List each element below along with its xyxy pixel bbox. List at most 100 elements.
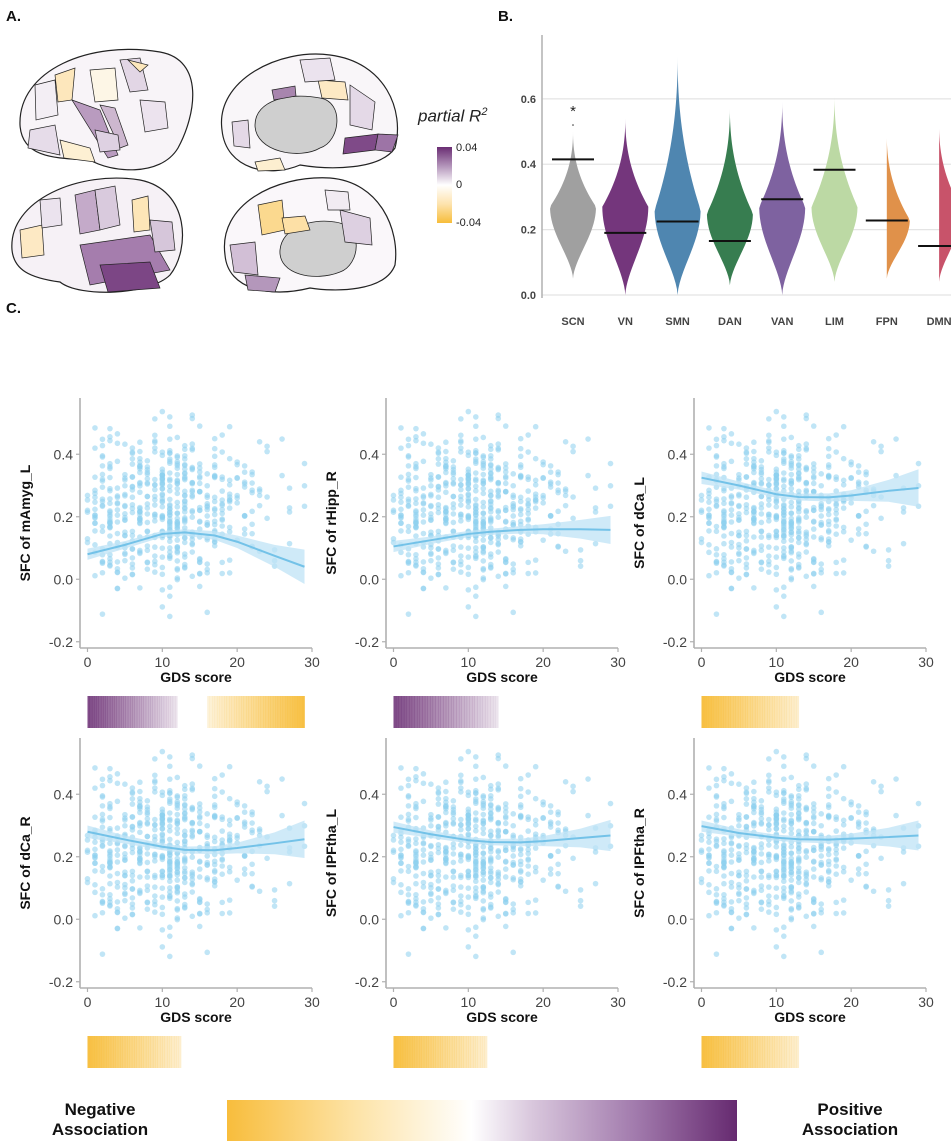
data-point [487, 539, 494, 546]
data-point [721, 533, 727, 539]
data-point [211, 511, 218, 518]
data-point [487, 874, 494, 881]
data-point [517, 435, 524, 442]
significance-bar-segment [456, 696, 460, 728]
significance-bar-segment [728, 696, 731, 728]
data-point [226, 455, 233, 462]
data-point [443, 479, 449, 486]
data-point [144, 887, 151, 894]
data-point [256, 492, 263, 499]
data-point [487, 810, 494, 816]
data-point [878, 515, 884, 522]
significance-bar-segment [98, 696, 102, 728]
data-point [465, 512, 472, 519]
data-point [795, 564, 802, 570]
data-point [413, 899, 419, 905]
data-point [114, 431, 121, 437]
significance-bar-segment [454, 1036, 457, 1068]
data-point [803, 549, 810, 555]
data-point [713, 569, 720, 576]
data-point [743, 801, 750, 807]
data-point [473, 423, 479, 430]
data-point [728, 519, 735, 525]
data-point [435, 849, 442, 856]
data-point [211, 472, 218, 479]
data-point [122, 532, 128, 539]
data-point [585, 436, 591, 442]
data-point [435, 461, 442, 467]
data-point [473, 823, 479, 830]
data-point [706, 814, 712, 820]
data-point [818, 535, 825, 541]
data-point [144, 798, 151, 804]
significance-bar-segment [733, 696, 736, 728]
data-point [99, 863, 106, 870]
data-point [773, 944, 780, 950]
data-point [99, 776, 106, 783]
significance-bar-segment [157, 1036, 161, 1068]
data-point [211, 453, 218, 460]
data-point [152, 779, 158, 786]
data-point [502, 874, 509, 880]
x-axis-label: GDS score [160, 669, 232, 685]
data-point [241, 512, 248, 519]
data-point [458, 842, 464, 848]
data-point [167, 924, 173, 931]
significance-bar-segment [176, 1036, 179, 1068]
data-point [256, 888, 263, 895]
data-point [781, 800, 787, 807]
data-point [713, 886, 720, 892]
data-point [721, 814, 727, 821]
data-point [878, 448, 884, 455]
data-point [495, 804, 502, 811]
data-point [570, 494, 576, 500]
data-point [167, 836, 173, 843]
data-point [758, 883, 765, 889]
data-point [758, 528, 765, 534]
data-point [204, 566, 211, 573]
data-point [196, 859, 203, 865]
data-point [766, 842, 772, 848]
data-point [743, 823, 750, 830]
data-point [159, 466, 166, 473]
data-point [540, 537, 546, 543]
data-point [495, 514, 502, 520]
data-point [211, 435, 218, 442]
data-point [592, 849, 599, 855]
data-point [788, 548, 795, 555]
data-point [398, 572, 404, 579]
data-point [698, 536, 705, 542]
data-point [428, 557, 434, 564]
data-point [788, 567, 795, 573]
data-point [450, 859, 457, 866]
data-point [167, 754, 173, 760]
significance-bar-segment [169, 1036, 172, 1068]
y-tick-label: 0.0 [668, 911, 688, 927]
data-point [728, 780, 735, 787]
data-point [122, 897, 128, 904]
data-point [458, 884, 464, 890]
data-point [152, 558, 158, 565]
data-point [99, 818, 106, 824]
data-point [547, 821, 554, 827]
data-point [122, 822, 128, 829]
data-point [435, 801, 442, 807]
data-point [226, 795, 233, 802]
data-point [795, 870, 802, 877]
data-point [833, 432, 839, 438]
data-point [181, 801, 188, 808]
data-point [706, 912, 712, 919]
data-point [743, 546, 750, 552]
data-point [728, 847, 735, 853]
data-point [810, 488, 817, 495]
data-point [211, 445, 218, 452]
significance-bar-segment [723, 1036, 727, 1068]
data-point [510, 513, 517, 519]
data-point [833, 828, 839, 834]
data-point [743, 790, 750, 797]
data-point [144, 815, 151, 822]
data-point [525, 506, 531, 513]
data-point [114, 925, 121, 932]
panel-a-label: A. [6, 8, 21, 25]
data-point [758, 809, 765, 816]
